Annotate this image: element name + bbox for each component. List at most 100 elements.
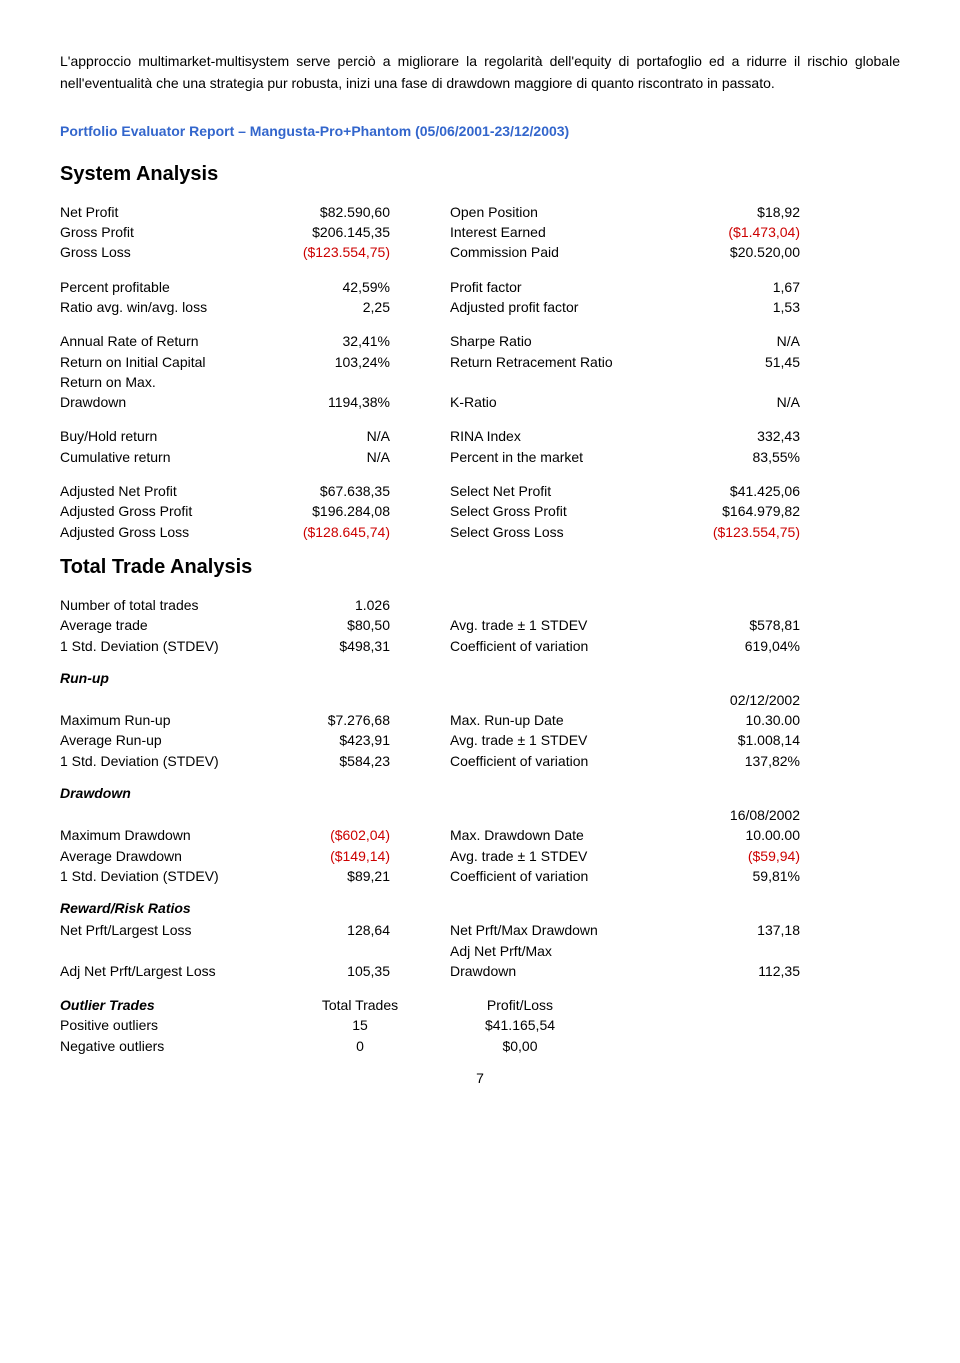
label: Return Retracement Ratio — [450, 352, 680, 372]
reward-risk-subhead: Reward/Risk Ratios — [60, 900, 900, 916]
value: $164.979,82 — [680, 501, 800, 521]
value: 105,35 — [270, 961, 390, 981]
label: Coefficient of variation — [450, 636, 680, 656]
label: Drawdown — [450, 961, 680, 981]
label: Avg. trade ± 1 STDEV — [450, 846, 680, 866]
value: ($602,04) — [270, 825, 390, 845]
value: $20.520,00 — [680, 242, 800, 262]
value: 51,45 — [680, 352, 800, 372]
label: Select Gross Loss — [450, 522, 680, 542]
runup-block: 02/12/2002 Maximum Run-up$7.276,68Max. R… — [60, 690, 900, 771]
value: 332,43 — [680, 426, 800, 446]
label: Commission Paid — [450, 242, 680, 262]
value: 103,24% — [270, 352, 390, 372]
label: Drawdown — [60, 392, 270, 412]
system-analysis-block-2: Percent profitable42,59%Profit factor1,6… — [60, 277, 900, 318]
value: 1.026 — [270, 595, 390, 615]
label: Profit/Loss — [450, 995, 590, 1015]
label: Positive outliers — [60, 1015, 270, 1035]
value: $89,21 — [270, 866, 390, 886]
label: Gross Loss — [60, 242, 270, 262]
value: $498,31 — [270, 636, 390, 656]
system-analysis-heading: System Analysis — [60, 163, 900, 186]
label: K-Ratio — [450, 392, 680, 412]
value: 83,55% — [680, 447, 800, 467]
value: $196.284,08 — [270, 501, 390, 521]
value: N/A — [270, 447, 390, 467]
intro-paragraph: L'approccio multimarket-multisystem serv… — [60, 50, 900, 95]
label: Percent profitable — [60, 277, 270, 297]
label: Maximum Run-up — [60, 710, 270, 730]
label: Open Position — [450, 202, 680, 222]
label: Net Profit — [60, 202, 270, 222]
value: $584,23 — [270, 751, 390, 771]
runup-subhead: Run-up — [60, 670, 900, 686]
value: 59,81% — [680, 866, 800, 886]
label: Coefficient of variation — [450, 751, 680, 771]
value: 15 — [270, 1015, 450, 1035]
value: 32,41% — [270, 331, 390, 351]
label: Gross Profit — [60, 222, 270, 242]
value: 1,53 — [680, 297, 800, 317]
label: Adjusted Gross Profit — [60, 501, 270, 521]
label: Adjusted Net Profit — [60, 481, 270, 501]
label: Adj Net Prft/Max — [450, 941, 680, 961]
label: 1 Std. Deviation (STDEV) — [60, 636, 270, 656]
label: Negative outliers — [60, 1036, 270, 1056]
value: 137,82% — [680, 751, 800, 771]
value: ($128.645,74) — [270, 522, 390, 542]
drawdown-block: 16/08/2002 Maximum Drawdown($602,04)Max.… — [60, 805, 900, 886]
value: N/A — [680, 331, 800, 351]
label: Annual Rate of Return — [60, 331, 270, 351]
value: 1194,38% — [270, 392, 390, 412]
tta-block: Number of total trades1.026 Average trad… — [60, 595, 900, 656]
label: Coefficient of variation — [450, 866, 680, 886]
value: N/A — [680, 392, 800, 412]
total-trade-analysis-heading: Total Trade Analysis — [60, 556, 900, 579]
value: 128,64 — [270, 920, 390, 940]
value: ($1.473,04) — [680, 222, 800, 242]
label: RINA Index — [450, 426, 680, 446]
value: ($149,14) — [270, 846, 390, 866]
value: $41.165,54 — [450, 1015, 590, 1035]
label: Adj Net Prft/Largest Loss — [60, 961, 270, 981]
value: $423,91 — [270, 730, 390, 750]
label: Maximum Drawdown — [60, 825, 270, 845]
report-title: Portfolio Evaluator Report – Mangusta-Pr… — [60, 123, 900, 139]
system-analysis-block-1: Net Profit$82.590,60Open Position$18,92 … — [60, 202, 900, 263]
label: Select Net Profit — [450, 481, 680, 501]
label: Sharpe Ratio — [450, 331, 680, 351]
value: 1,67 — [680, 277, 800, 297]
label: Return on Max. — [60, 372, 270, 392]
value: 16/08/2002 — [680, 805, 800, 825]
value: N/A — [270, 426, 390, 446]
label: Interest Earned — [450, 222, 680, 242]
value: 0 — [270, 1036, 450, 1056]
value: $0,00 — [450, 1036, 590, 1056]
value: ($123.554,75) — [270, 242, 390, 262]
value: $7.276,68 — [270, 710, 390, 730]
label: Adjusted profit factor — [450, 297, 680, 317]
label: Number of total trades — [60, 595, 270, 615]
value: $41.425,06 — [680, 481, 800, 501]
value: $67.638,35 — [270, 481, 390, 501]
label: Avg. trade ± 1 STDEV — [450, 615, 680, 635]
value: 112,35 — [680, 961, 800, 981]
value: $1.008,14 — [680, 730, 800, 750]
outlier-subhead: Outlier Trades — [60, 995, 270, 1015]
value: ($59,94) — [680, 846, 800, 866]
system-analysis-block-4: Buy/Hold returnN/ARINA Index332,43 Cumul… — [60, 426, 900, 467]
drawdown-subhead: Drawdown — [60, 785, 900, 801]
value: $578,81 — [680, 615, 800, 635]
value: 619,04% — [680, 636, 800, 656]
value: 137,18 — [680, 920, 800, 940]
value: $82.590,60 — [270, 202, 390, 222]
system-analysis-block-5: Adjusted Net Profit$67.638,35 Select Net … — [60, 481, 900, 542]
label: Avg. trade ± 1 STDEV — [450, 730, 680, 750]
label: Average Drawdown — [60, 846, 270, 866]
value: $80,50 — [270, 615, 390, 635]
label: Profit factor — [450, 277, 680, 297]
label: Average trade — [60, 615, 270, 635]
label: 1 Std. Deviation (STDEV) — [60, 866, 270, 886]
outlier-block: Outlier TradesTotal TradesProfit/Loss Po… — [60, 995, 900, 1056]
